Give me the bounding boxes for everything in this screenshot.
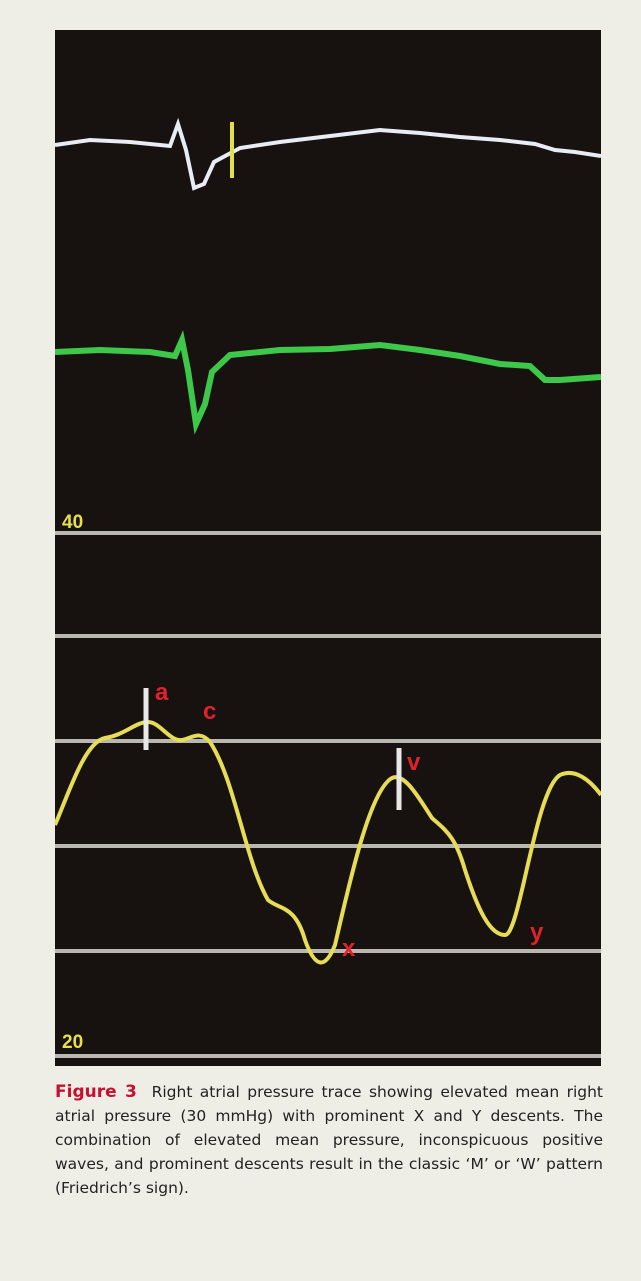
- figure-label: Figure 3: [55, 1082, 137, 1102]
- wave-label: y: [530, 919, 544, 946]
- wave-label: a: [155, 679, 169, 706]
- wave-label: c: [203, 698, 216, 725]
- scale-label: 40: [62, 512, 83, 533]
- wave-label: x: [342, 935, 356, 962]
- monitor-photo: 40 20 a c v x y: [55, 30, 601, 1066]
- caption: Figure 3 Right atrial pressure trace sho…: [55, 1080, 603, 1200]
- wave-label: v: [407, 749, 421, 776]
- page: 40 20 a c v x y Figure 3 Right atrial pr…: [0, 0, 641, 1281]
- scale-label: 20: [62, 1032, 83, 1053]
- caption-text: Right atrial pressure trace showing elev…: [55, 1083, 603, 1197]
- screen: [55, 30, 601, 1066]
